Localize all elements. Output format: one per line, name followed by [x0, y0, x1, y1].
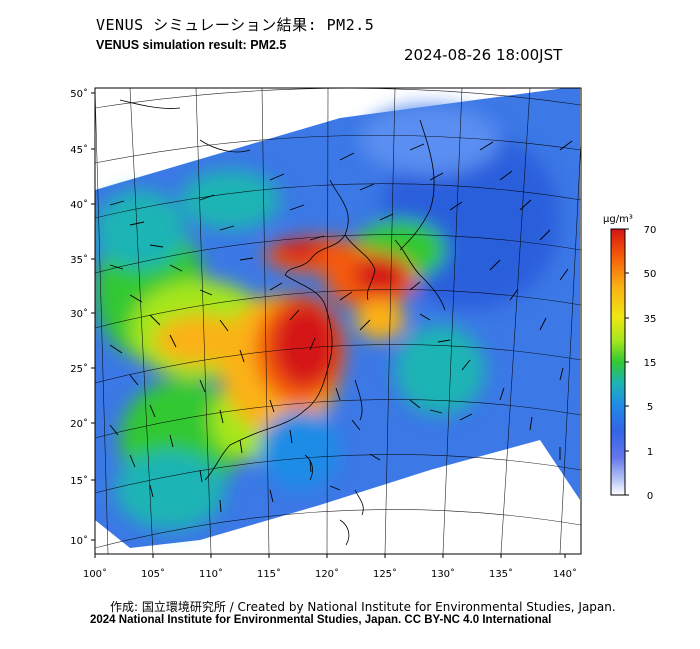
colorbar-scale	[610, 228, 626, 496]
lat-tick-label: 50˚	[70, 88, 88, 100]
lon-tick-label: 115˚	[257, 568, 281, 580]
longitude-axis: 100˚ 105˚ 110˚ 115˚ 120˚ 125˚ 130˚ 135˚ …	[83, 554, 577, 580]
coastlines	[119, 99, 446, 546]
lon-tick-label: 125˚	[373, 568, 397, 580]
lon-tick-label: 130˚	[431, 568, 455, 580]
latitude-axis: 50˚ 45˚ 40˚ 35˚ 30˚ 25˚ 20˚ 15˚ 10˚	[70, 88, 95, 547]
colorbar-label: 0	[647, 491, 653, 502]
colorbar-unit: µg/m³	[603, 214, 633, 225]
lon-tick-label: 135˚	[489, 568, 513, 580]
lon-tick-label: 140˚	[553, 568, 577, 580]
lon-tick-label: 120˚	[315, 568, 339, 580]
colorbar-label: 70	[644, 225, 657, 236]
lat-tick-label: 45˚	[70, 144, 88, 156]
wind-vectors	[109, 140, 573, 513]
footer-license: 2024 National Institute for Environmenta…	[90, 614, 552, 626]
lon-tick-label: 100˚	[83, 568, 107, 580]
colorbar-label: 15	[644, 358, 657, 369]
lon-tick-label: 105˚	[141, 568, 165, 580]
colorbar-label: 5	[647, 402, 653, 413]
lat-tick-label: 15˚	[70, 475, 88, 487]
colorbar-label: 50	[644, 269, 657, 280]
lat-tick-label: 20˚	[70, 418, 88, 430]
lat-tick-label: 30˚	[70, 308, 88, 320]
colorbar: µg/m³ 70 50 35 15 5 1 0	[603, 214, 656, 502]
title-japanese: VENUS シミュレーション結果: PM2.5	[96, 16, 375, 34]
lat-tick-label: 10˚	[70, 535, 88, 547]
plot-frame	[94, 87, 582, 555]
concentration-field	[95, 88, 581, 554]
timestamp: 2024-08-26 18:00JST	[404, 46, 563, 64]
colorbar-label: 35	[644, 314, 657, 325]
lat-tick-label: 25˚	[70, 363, 88, 375]
title-english: VENUS simulation result: PM2.5	[96, 38, 287, 52]
lon-tick-label: 110˚	[199, 568, 223, 580]
colorbar-label: 1	[647, 447, 653, 458]
lat-tick-label: 35˚	[70, 254, 88, 266]
lat-tick-label: 40˚	[70, 199, 88, 211]
footer-credit: 作成: 国立環境研究所 / Created by National Instit…	[110, 600, 616, 614]
